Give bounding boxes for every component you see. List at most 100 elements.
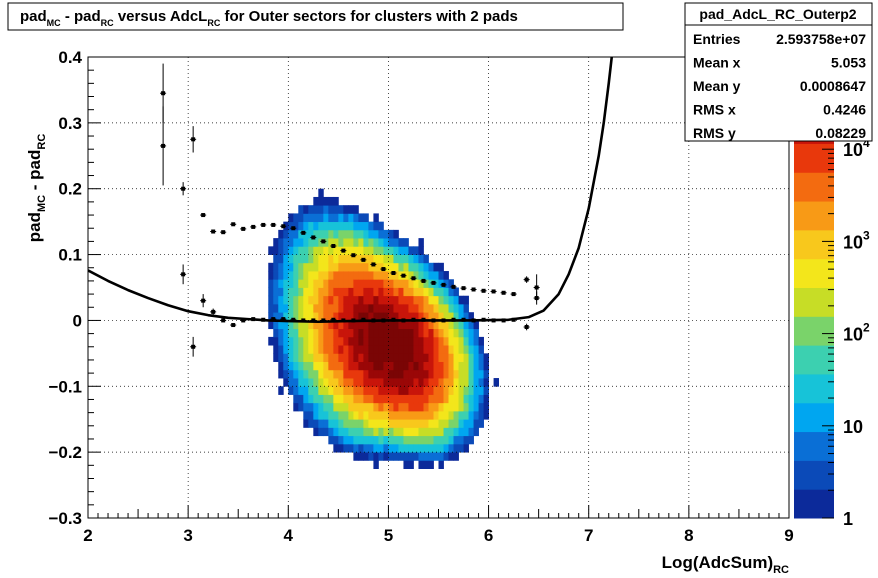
heatmap-cell xyxy=(313,229,319,239)
heatmap-cell xyxy=(303,328,309,338)
heatmap-cell xyxy=(308,345,314,354)
heatmap-cell xyxy=(303,262,309,272)
heatmap-cell xyxy=(298,345,304,354)
heatmap-cell xyxy=(463,402,469,412)
heatmap-cell xyxy=(318,303,324,313)
heatmap-cell xyxy=(408,246,414,255)
colorbar-swatch xyxy=(794,489,834,519)
heatmap-cell xyxy=(368,295,374,305)
heatmap-cell xyxy=(433,369,439,379)
heatmap-cell xyxy=(378,295,384,305)
heatmap-cell xyxy=(333,336,339,346)
heatmap-cell xyxy=(403,312,409,321)
heatmap-cell xyxy=(348,221,354,231)
heatmap-cell xyxy=(293,279,299,288)
colorbar-swatch xyxy=(794,460,834,490)
heatmap-cell xyxy=(408,287,414,297)
heatmap-cell xyxy=(413,254,419,264)
heatmap-cell xyxy=(388,320,394,330)
heatmap-cell xyxy=(428,443,434,453)
heatmap-cell xyxy=(393,369,399,379)
heatmap-cell xyxy=(468,402,474,412)
heatmap-cell xyxy=(408,345,414,354)
mean-point xyxy=(351,253,356,258)
heatmap-cell xyxy=(443,287,449,297)
heatmap-cell xyxy=(318,287,324,297)
heatmap-cell xyxy=(428,386,434,395)
heatmap-cell xyxy=(398,427,404,437)
heatmap-cell xyxy=(468,328,474,338)
heatmap-cell xyxy=(283,295,289,305)
heatmap-cell xyxy=(298,205,304,214)
heatmap-cell xyxy=(408,320,414,330)
heatmap-cell xyxy=(298,353,304,362)
heatmap-cell xyxy=(378,303,384,313)
colorbar-swatch xyxy=(794,402,834,433)
heatmap-cell xyxy=(358,262,364,272)
heatmap-cell xyxy=(388,419,394,428)
heatmap-cell xyxy=(428,295,434,305)
heatmap-cell xyxy=(298,246,304,255)
heatmap-cell xyxy=(393,303,399,313)
heatmap-cell xyxy=(358,369,364,379)
x-tick-label: 5 xyxy=(384,526,393,545)
heatmap-cell xyxy=(448,378,454,387)
heatmap-cell xyxy=(333,312,339,321)
heatmap-cell xyxy=(448,361,454,371)
heatmap-cell xyxy=(333,353,339,362)
mean-point xyxy=(491,289,496,294)
heatmap-cell xyxy=(298,221,304,231)
colorbar-swatch xyxy=(794,431,834,461)
heatmap-cell xyxy=(403,394,409,404)
heatmap-cell xyxy=(398,279,404,288)
heatmap-cell xyxy=(453,295,459,305)
heatmap-cell xyxy=(443,386,449,395)
heatmap-cell xyxy=(353,443,359,453)
heatmap-cell xyxy=(443,328,449,338)
heatmap-cell xyxy=(313,254,319,264)
y-axis: −0.3 −0.2 −0.1 0 0.1 0.2 0.3 0.4 xyxy=(48,48,101,528)
heatmap-cell xyxy=(283,246,289,255)
heatmap-cell xyxy=(393,295,399,305)
heatmap-cell xyxy=(348,378,354,387)
heatmap-cell xyxy=(373,435,379,445)
heatmap-cell xyxy=(373,213,379,223)
heatmap-cell xyxy=(373,254,379,264)
stats-value: 2.593758e+07 xyxy=(776,31,866,47)
heatmap-cell xyxy=(388,452,394,461)
heatmap-cell xyxy=(348,279,354,288)
heatmap-cell xyxy=(338,303,344,313)
heatmap-cell xyxy=(283,279,289,288)
heatmap-cell xyxy=(438,328,444,338)
heatmap-cell xyxy=(428,419,434,428)
heatmap-cell xyxy=(388,336,394,346)
heatmap-cell xyxy=(288,312,294,321)
heatmap-cell xyxy=(463,410,469,420)
heatmap-cell xyxy=(343,336,349,346)
heatmap-cell xyxy=(383,238,389,247)
heatmap-cell xyxy=(313,238,319,247)
heatmap-cell xyxy=(433,410,439,420)
heatmap-cell xyxy=(463,345,469,354)
heatmap-cell xyxy=(373,279,379,288)
heatmap-cell xyxy=(353,303,359,313)
heatmap-cell xyxy=(343,435,349,445)
heatmap-cell xyxy=(398,419,404,428)
heatmap-cell xyxy=(333,303,339,313)
heatmap-cell xyxy=(358,443,364,453)
heatmap-cell xyxy=(343,262,349,272)
heatmap-cell xyxy=(333,435,339,445)
sigma-point xyxy=(181,186,186,191)
heatmap-cell xyxy=(458,410,464,420)
heatmap-cell xyxy=(353,295,359,305)
heatmap-cell xyxy=(318,419,324,428)
heatmap-cell xyxy=(453,369,459,379)
heatmap-cell xyxy=(423,369,429,379)
heatmap-cell xyxy=(338,229,344,239)
heatmap-cell xyxy=(433,353,439,362)
colorbar-swatch xyxy=(794,143,834,173)
heatmap-cell xyxy=(323,402,329,412)
heatmap-cell xyxy=(368,254,374,264)
heatmap-cell xyxy=(338,295,344,305)
heatmap-cell xyxy=(463,369,469,379)
